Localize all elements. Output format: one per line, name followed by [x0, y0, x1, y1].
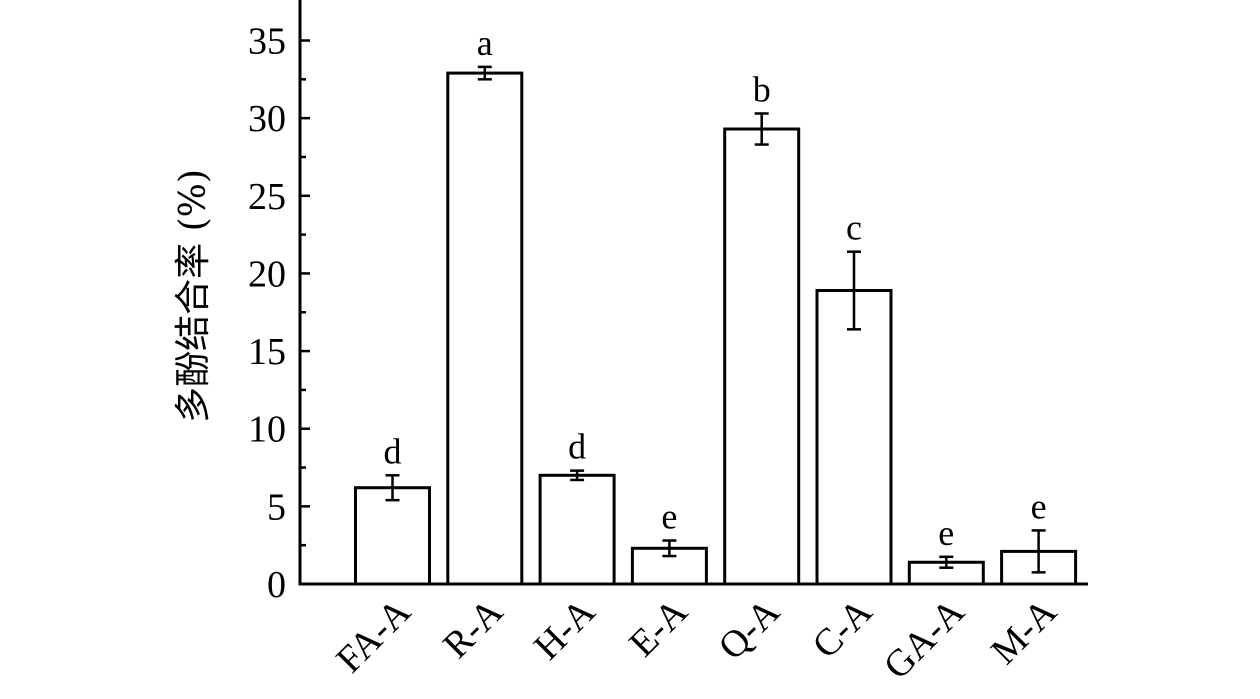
error-bar — [939, 555, 954, 569]
significance-letter: d — [568, 427, 586, 467]
significance-letter: c — [846, 208, 862, 248]
error-bar — [477, 65, 492, 81]
x-category-label: C-A — [804, 590, 880, 666]
significance-labels-group: d a d e b c e e — [384, 23, 1047, 553]
y-axis-ticks: 0 5 10 15 20 25 30 35 — [248, 21, 310, 606]
x-category-label: FA-A — [328, 590, 419, 681]
x-category-label: H-A — [526, 590, 604, 668]
significance-letter: b — [753, 69, 771, 109]
y-tick-label: 30 — [248, 98, 286, 140]
x-category-label: R-A — [435, 590, 511, 666]
y-tick-label: 10 — [248, 409, 286, 451]
y-axis-title: 多酚结合率 (%) — [173, 169, 214, 423]
error-bar — [1031, 529, 1046, 574]
y-tick-label: 15 — [248, 331, 286, 373]
significance-letter: e — [661, 497, 677, 537]
error-bar — [570, 469, 585, 482]
significance-letter: e — [1031, 486, 1047, 526]
bar — [723, 127, 801, 586]
x-category-label: Q-A — [711, 590, 789, 668]
error-bar — [662, 539, 677, 558]
bars-group — [354, 71, 1078, 586]
significance-letter: e — [938, 513, 954, 553]
y-tick-label: 35 — [248, 21, 286, 63]
x-category-label: GA-A — [876, 590, 973, 687]
y-tick-label: 20 — [248, 253, 286, 295]
category-labels-group: FA-A R-A H-A E-A Q-A C-AGA-A M-A — [328, 590, 1065, 687]
error-bar — [754, 112, 769, 146]
y-tick-label: 5 — [267, 486, 286, 528]
error-bar — [847, 250, 861, 331]
significance-letter: d — [384, 431, 402, 471]
bar — [354, 486, 431, 586]
bar — [538, 473, 616, 586]
y-tick-label: 25 — [248, 176, 286, 218]
bar — [815, 289, 893, 586]
y-tick-label: 0 — [267, 564, 286, 606]
x-category-label: E-A — [621, 590, 696, 665]
bar — [446, 71, 524, 586]
error-bar — [385, 474, 400, 502]
significance-letter: a — [477, 23, 493, 63]
error-bars-group — [385, 65, 1046, 574]
x-category-label: M-A — [983, 590, 1065, 672]
